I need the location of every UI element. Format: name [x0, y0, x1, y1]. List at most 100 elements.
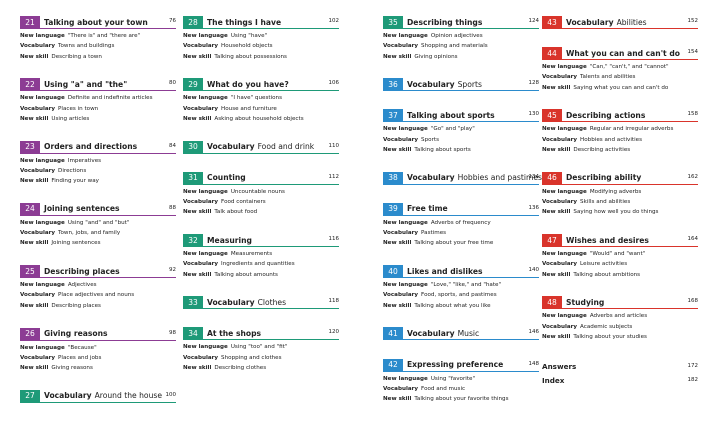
toc-entry: 48 Studying 168 New language Adverbs and art… [542, 296, 698, 342]
chapter-number: 40 [383, 265, 403, 278]
detail-text: Saying what you can and can't do [573, 84, 669, 91]
detail-line: New language "I have" questions [183, 93, 339, 103]
toc-entry: 21 Talking about your town 76 New language "… [20, 16, 176, 62]
page-number: 154 [687, 49, 699, 56]
detail-text: Talking about sports [414, 146, 471, 153]
detail-text: "There is" and "there are" [67, 33, 141, 39]
entry-title: Expressing preference [407, 360, 504, 369]
entry-heading: 42 Expressing preference 148 [383, 358, 539, 372]
detail-label: Vocabulary [383, 136, 419, 143]
page-number: 158 [687, 111, 699, 118]
page-number: 120 [328, 329, 340, 336]
entry-title: What you can and can't do [566, 48, 680, 58]
toc-entry: 40 Likes and dislikes 140 New language "Love… [383, 265, 539, 311]
detail-line: New language Modifying adverbs [542, 187, 698, 197]
detail-text: Using articles [51, 115, 90, 122]
detail-text: Using "too" and "fit" [230, 344, 288, 351]
detail-text: Saying how well you do things [573, 209, 659, 216]
detail-label: New language [20, 33, 65, 39]
detail-label: Vocabulary [20, 43, 56, 50]
detail-label: New language [383, 126, 428, 133]
entry-details: New language "Love," "like," and "hate" Vo… [383, 280, 539, 311]
chapter-number: 28 [183, 16, 203, 28]
toc-entry: 39 Free time 136 New language Adverbs of fre… [383, 202, 539, 249]
toc-entry: 26 Giving reasons 98 New language "Because" V… [20, 327, 176, 374]
detail-label: New skill [20, 53, 49, 60]
entry-heading: 33 Vocabulary Clothes 118 [183, 296, 340, 310]
entry-title: Describing actions [566, 110, 646, 120]
entry-heading: 26 Giving reasons 98 [20, 327, 176, 341]
detail-line: New skill Describing places [20, 301, 176, 311]
detail-line: New language "Because" [20, 343, 176, 353]
page-number: 98 [169, 329, 176, 336]
toc-entry: 36 Vocabulary Sports 128 [383, 78, 539, 92]
detail-line: New language Adverbs and articles [542, 311, 698, 321]
chapter-number: 35 [383, 16, 403, 28]
chapter-number: 29 [183, 78, 203, 91]
detail-text: House and furniture [221, 105, 277, 112]
entry-heading: Answers 172 [542, 361, 698, 373]
detail-label: New skill [542, 271, 571, 278]
toc-entry: 24 Joining sentences 88 New language Using "… [20, 202, 176, 249]
detail-label: Vocabulary [183, 43, 219, 50]
detail-label: New skill [383, 240, 412, 247]
detail-text: Joining sentences [51, 240, 101, 247]
entry-topic: Hobbies and pastimes [457, 173, 542, 183]
detail-text: Talents and abilities [580, 74, 636, 81]
detail-label: New language [20, 344, 65, 351]
detail-line: New skill Talking about your free time [383, 238, 539, 248]
page-number: 84 [169, 142, 176, 149]
entry-details: New language "I have" questions Vocabulary… [183, 93, 339, 124]
detail-text: Places in town [58, 105, 99, 112]
entry-title: Vocabulary [44, 391, 92, 401]
detail-text: Hobbies and activities [580, 136, 642, 143]
detail-label: New skill [542, 209, 571, 216]
entry-title: Vocabulary [207, 142, 255, 152]
detail-line: New skill Talking about sports [383, 145, 539, 155]
detail-text: Food containers [221, 198, 266, 205]
detail-text: Talking about ambitions [573, 271, 641, 278]
page-number: 182 [687, 376, 699, 383]
detail-line: Vocabulary Academic subjects [542, 322, 698, 332]
page-number: 112 [328, 173, 340, 180]
detail-label: Vocabulary [183, 354, 219, 361]
detail-label: New language [542, 251, 587, 257]
detail-label: New skill [542, 84, 571, 91]
detail-line: New skill Talking about amounts [183, 270, 339, 280]
toc-entry: 44 What you can and can't do 154 New langua… [542, 47, 698, 93]
detail-text: Shopping and materials [421, 43, 488, 50]
detail-label: Vocabulary [383, 230, 419, 237]
entry-heading: 44 What you can and can't do 154 [542, 47, 699, 61]
entry-details: New language Using "have" Vocabulary Househ… [183, 31, 339, 62]
detail-text: Pastimes [421, 230, 447, 237]
chapter-number: 48 [542, 296, 562, 309]
toc-entry: 45 Describing actions 158 New language Regul… [542, 109, 698, 155]
entry-title: Counting [207, 173, 246, 183]
entry-heading: 32 Measuring 116 [183, 234, 339, 247]
entry-title: Giving reasons [44, 329, 108, 338]
detail-label: New language [183, 95, 228, 102]
entry-topic: Around the house [94, 391, 163, 401]
page-number: 88 [169, 204, 176, 211]
detail-label: New language [542, 64, 587, 71]
detail-text: Adjectives [67, 282, 97, 289]
detail-line: New skill Giving reasons [20, 363, 176, 373]
detail-label: Vocabulary [183, 261, 219, 268]
page-number: 118 [328, 298, 340, 305]
entry-heading: 34 At the shops 120 [183, 327, 340, 341]
entry-topic: Sports [457, 79, 482, 89]
detail-label: Vocabulary [542, 261, 578, 268]
entry-details: New language Adjectives Vocabulary Place ad… [20, 280, 176, 311]
detail-text: Towns and buildings [58, 43, 115, 50]
entry-heading: 46 Describing ability 162 [542, 171, 698, 185]
detail-text: Sports [421, 136, 439, 143]
chapter-number: 47 [542, 234, 562, 246]
chapter-number: 27 [20, 389, 40, 402]
entry-details: New language Imperatives Vocabulary Directi… [20, 156, 176, 187]
detail-line: Vocabulary Food containers [183, 197, 339, 207]
detail-line: New skill Joining sentences [20, 238, 176, 248]
entry-details: New language Using "too" and "fit" Vocabul… [183, 342, 339, 373]
entry-heading: 36 Vocabulary Sports 128 [383, 78, 539, 92]
detail-text: Talking about your free time [414, 240, 494, 247]
